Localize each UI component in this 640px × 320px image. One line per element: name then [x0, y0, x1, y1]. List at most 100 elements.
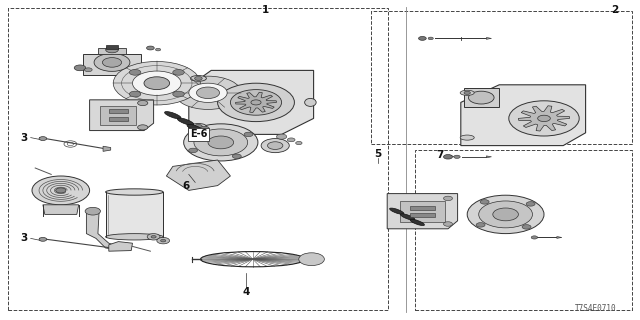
- Circle shape: [444, 155, 452, 159]
- Circle shape: [156, 48, 161, 51]
- Circle shape: [39, 137, 47, 140]
- Circle shape: [428, 37, 433, 40]
- Circle shape: [195, 124, 202, 128]
- Circle shape: [419, 36, 426, 40]
- Ellipse shape: [401, 214, 415, 220]
- Circle shape: [106, 46, 118, 53]
- Polygon shape: [103, 146, 111, 151]
- Polygon shape: [166, 160, 230, 190]
- Circle shape: [464, 91, 470, 94]
- Text: 1: 1: [262, 5, 269, 15]
- Circle shape: [526, 202, 535, 206]
- Circle shape: [276, 134, 287, 139]
- Circle shape: [208, 136, 234, 149]
- Circle shape: [195, 76, 202, 80]
- Ellipse shape: [191, 124, 206, 129]
- Circle shape: [454, 155, 460, 158]
- Circle shape: [251, 100, 261, 105]
- Bar: [109, 109, 128, 113]
- Bar: [109, 117, 128, 121]
- Polygon shape: [236, 92, 276, 113]
- Bar: [415, 150, 632, 310]
- Ellipse shape: [164, 112, 181, 119]
- Polygon shape: [557, 236, 562, 238]
- Circle shape: [84, 68, 92, 72]
- Text: 2: 2: [611, 5, 618, 15]
- Circle shape: [268, 142, 283, 149]
- Circle shape: [479, 201, 532, 228]
- Circle shape: [39, 237, 47, 241]
- Ellipse shape: [410, 219, 424, 226]
- Circle shape: [173, 91, 184, 97]
- Polygon shape: [461, 85, 586, 146]
- Polygon shape: [486, 37, 492, 39]
- Circle shape: [468, 91, 494, 104]
- Circle shape: [189, 83, 227, 102]
- Circle shape: [94, 53, 130, 71]
- Circle shape: [138, 100, 148, 106]
- Text: 4: 4: [243, 287, 250, 297]
- Circle shape: [189, 148, 198, 153]
- Ellipse shape: [460, 90, 474, 95]
- Bar: [464, 88, 499, 107]
- Bar: [100, 106, 136, 125]
- Circle shape: [173, 69, 184, 75]
- Text: 6: 6: [182, 180, 189, 191]
- Circle shape: [194, 129, 248, 156]
- Circle shape: [129, 91, 141, 97]
- Bar: [400, 201, 445, 222]
- Text: 3: 3: [20, 233, 28, 244]
- Polygon shape: [518, 106, 570, 131]
- Circle shape: [200, 126, 209, 131]
- Polygon shape: [90, 100, 154, 131]
- Bar: [410, 213, 435, 217]
- Text: 3: 3: [20, 132, 28, 143]
- Ellipse shape: [187, 124, 204, 132]
- Bar: [410, 206, 435, 210]
- Bar: [98, 48, 126, 54]
- Circle shape: [218, 83, 294, 122]
- Circle shape: [444, 196, 452, 201]
- Circle shape: [56, 188, 66, 193]
- Text: 5: 5: [374, 148, 381, 159]
- Circle shape: [32, 176, 90, 205]
- Polygon shape: [43, 205, 79, 214]
- Circle shape: [287, 138, 295, 142]
- Text: T7S4E0710: T7S4E0710: [574, 304, 616, 313]
- Circle shape: [531, 236, 538, 239]
- Polygon shape: [189, 70, 314, 134]
- Circle shape: [261, 139, 289, 153]
- Ellipse shape: [177, 118, 194, 125]
- Polygon shape: [86, 210, 118, 250]
- Circle shape: [175, 76, 241, 109]
- Ellipse shape: [305, 98, 316, 106]
- Circle shape: [102, 58, 122, 67]
- Ellipse shape: [106, 189, 163, 195]
- Bar: [106, 45, 118, 49]
- Circle shape: [85, 207, 100, 215]
- Circle shape: [151, 236, 156, 238]
- Circle shape: [161, 239, 166, 242]
- Circle shape: [444, 222, 452, 226]
- Circle shape: [230, 90, 282, 115]
- Polygon shape: [83, 54, 141, 75]
- Polygon shape: [109, 242, 132, 251]
- Circle shape: [129, 69, 141, 75]
- Bar: [8, 8, 388, 310]
- Bar: [371, 11, 632, 144]
- Circle shape: [147, 46, 154, 50]
- Circle shape: [132, 71, 181, 95]
- Circle shape: [299, 253, 324, 266]
- Circle shape: [113, 61, 200, 105]
- Circle shape: [138, 125, 148, 130]
- Polygon shape: [486, 156, 492, 158]
- Circle shape: [493, 208, 518, 221]
- Ellipse shape: [106, 234, 163, 240]
- Circle shape: [147, 234, 160, 240]
- Circle shape: [232, 154, 241, 158]
- Ellipse shape: [390, 208, 404, 214]
- Circle shape: [157, 237, 170, 244]
- Text: 7: 7: [436, 150, 444, 160]
- Text: E-6: E-6: [189, 129, 207, 140]
- Ellipse shape: [191, 76, 206, 81]
